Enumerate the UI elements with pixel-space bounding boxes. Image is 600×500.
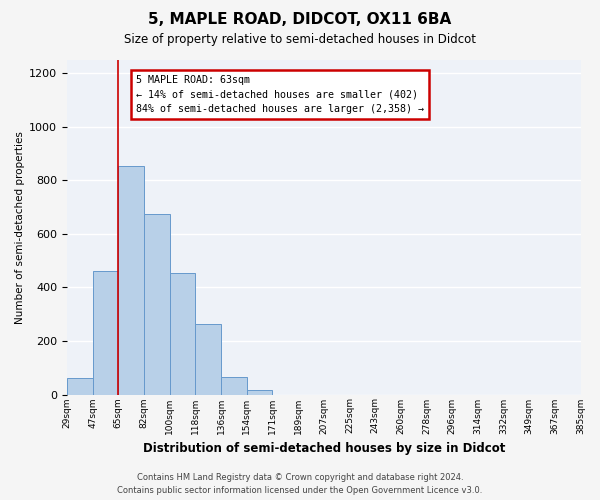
Bar [144,214,170,394]
Bar [92,272,118,394]
Text: Contains HM Land Registry data © Crown copyright and database right 2024.
Contai: Contains HM Land Registry data © Crown c… [118,474,482,495]
Bar [67,378,92,394]
Text: Size of property relative to semi-detached houses in Didcot: Size of property relative to semi-detach… [124,32,476,46]
Bar [247,390,272,394]
Bar [196,324,221,394]
Bar [221,377,247,394]
Bar [170,273,196,394]
Bar [118,166,144,394]
Text: 5 MAPLE ROAD: 63sqm
← 14% of semi-detached houses are smaller (402)
84% of semi-: 5 MAPLE ROAD: 63sqm ← 14% of semi-detach… [136,74,424,114]
X-axis label: Distribution of semi-detached houses by size in Didcot: Distribution of semi-detached houses by … [143,442,505,455]
Text: 5, MAPLE ROAD, DIDCOT, OX11 6BA: 5, MAPLE ROAD, DIDCOT, OX11 6BA [148,12,452,28]
Y-axis label: Number of semi-detached properties: Number of semi-detached properties [15,131,25,324]
